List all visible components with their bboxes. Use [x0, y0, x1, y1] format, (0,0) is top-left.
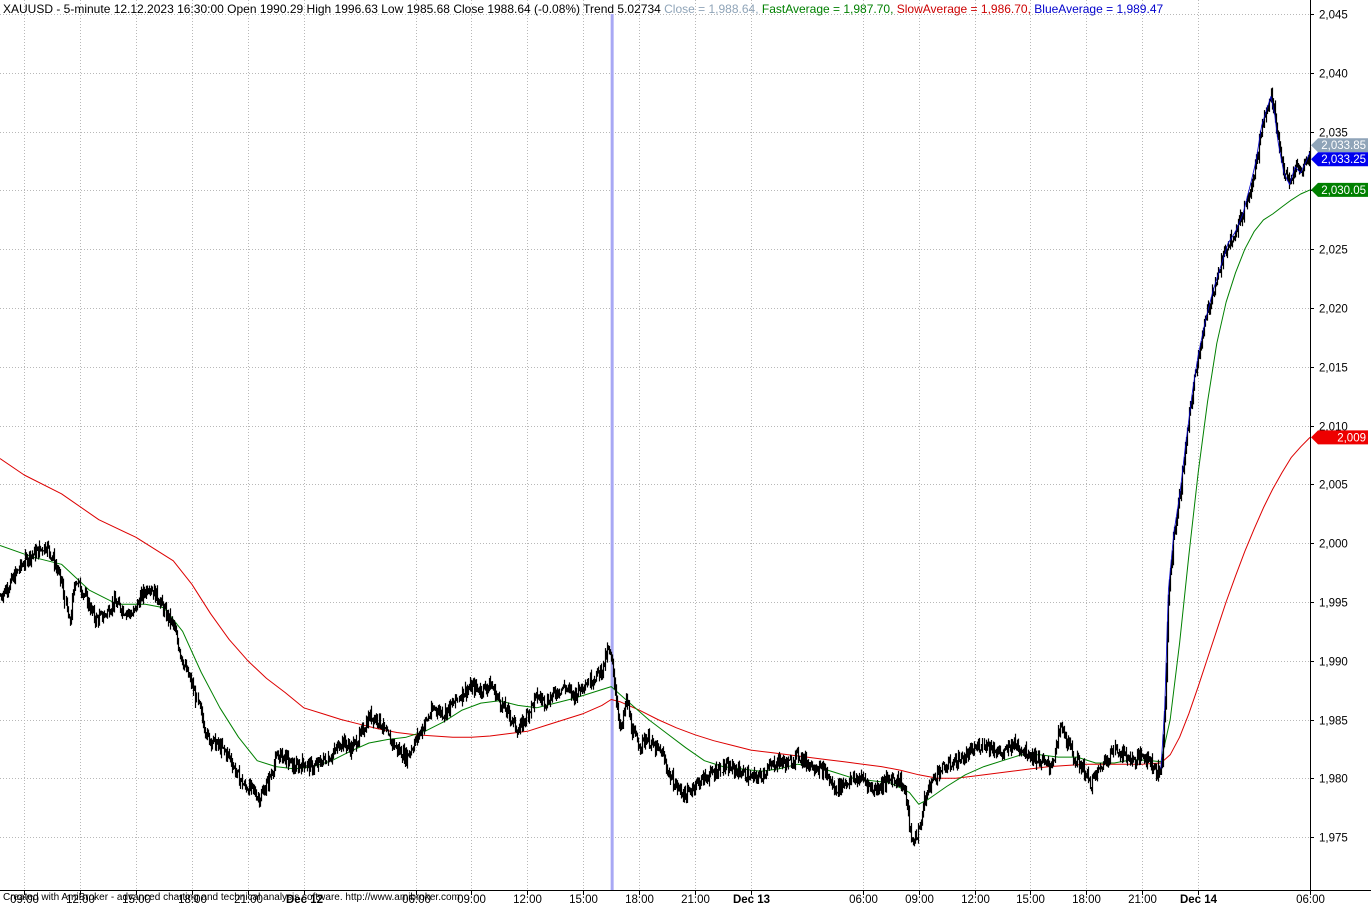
x-tick-label: 18:00	[1072, 894, 1101, 903]
y-tick-label: 1,990	[1319, 657, 1348, 669]
x-tick-label: 18:00	[625, 894, 654, 903]
price-tag-label: 2,030.05	[1321, 185, 1366, 197]
x-tick-label: 15:00	[1016, 894, 1045, 903]
footer-credit: Created with AmiBroker - advanced charti…	[3, 892, 460, 903]
y-tick-label: 2,000	[1319, 539, 1348, 551]
x-tick-label: 06:00	[1296, 894, 1325, 903]
slow-average-line	[0, 437, 1311, 779]
header-slow-label: SlowAverage = 1,986.70,	[897, 2, 1035, 16]
price-tag: 2,009	[1311, 430, 1368, 445]
price-tag: 2,033.25	[1311, 152, 1368, 167]
header-fast-label: FastAverage = 1,987.70,	[762, 2, 897, 16]
grid	[0, 0, 1311, 890]
price-tag-label: 2,033.85	[1321, 140, 1366, 152]
price-tags: 2,033.85 2,033.25 2,030.05 2,009	[1311, 138, 1368, 445]
y-tick-label: 2,025	[1319, 245, 1348, 257]
y-tick-label: 1,975	[1319, 833, 1348, 845]
blue-average-line	[1160, 96, 1311, 769]
x-tick-label: 12:00	[961, 894, 990, 903]
header-blue-label: BlueAverage = 1,989.47	[1034, 2, 1163, 16]
x-tick-label: 12:00	[513, 894, 542, 903]
y-tick-label: 1,985	[1319, 716, 1348, 728]
header-close-label: Close = 1,988.64,	[664, 2, 762, 16]
chart-header: XAUUSD - 5-minute 12.12.2023 16:30:00 Op…	[3, 2, 1163, 16]
y-tick-label: 2,015	[1319, 363, 1348, 375]
price-tag-bg	[1311, 152, 1368, 167]
selected-bar-line	[610, 14, 614, 890]
header-symbol-info: XAUUSD - 5-minute 12.12.2023 16:30:00 Op…	[3, 2, 664, 16]
series-area	[0, 87, 1312, 847]
y-tick-label: 1,995	[1319, 598, 1348, 610]
selected-bar-marker	[610, 14, 614, 890]
price-tag-label: 2,009	[1337, 432, 1366, 444]
x-tick-label: 09:00	[905, 894, 934, 903]
price-tag-bg	[1311, 430, 1368, 445]
price-tag: 2,033.85	[1311, 138, 1368, 153]
x-tick-label: 09:00	[457, 894, 486, 903]
y-tick-label: 2,020	[1319, 304, 1348, 316]
x-tick-label: Dec 13	[733, 894, 770, 903]
y-tick-label: 2,040	[1319, 69, 1348, 81]
price-tag-label: 2,033.25	[1321, 154, 1366, 166]
price-tag-bg	[1311, 182, 1368, 197]
price-tag: 2,030.05	[1311, 182, 1368, 197]
x-tick-label: 06:00	[849, 894, 878, 903]
x-tick-label: 21:00	[1128, 894, 1157, 903]
y-tick-label: 2,045	[1319, 10, 1348, 22]
x-tick-label: Dec 14	[1180, 894, 1218, 903]
x-tick-label: 15:00	[569, 894, 598, 903]
y-tick-label: 2,005	[1319, 480, 1348, 492]
price-tag-bg	[1311, 138, 1368, 153]
x-tick-label: 21:00	[681, 894, 710, 903]
y-tick-label: 1,980	[1319, 774, 1348, 786]
y-tick-label: 2,035	[1319, 128, 1348, 140]
